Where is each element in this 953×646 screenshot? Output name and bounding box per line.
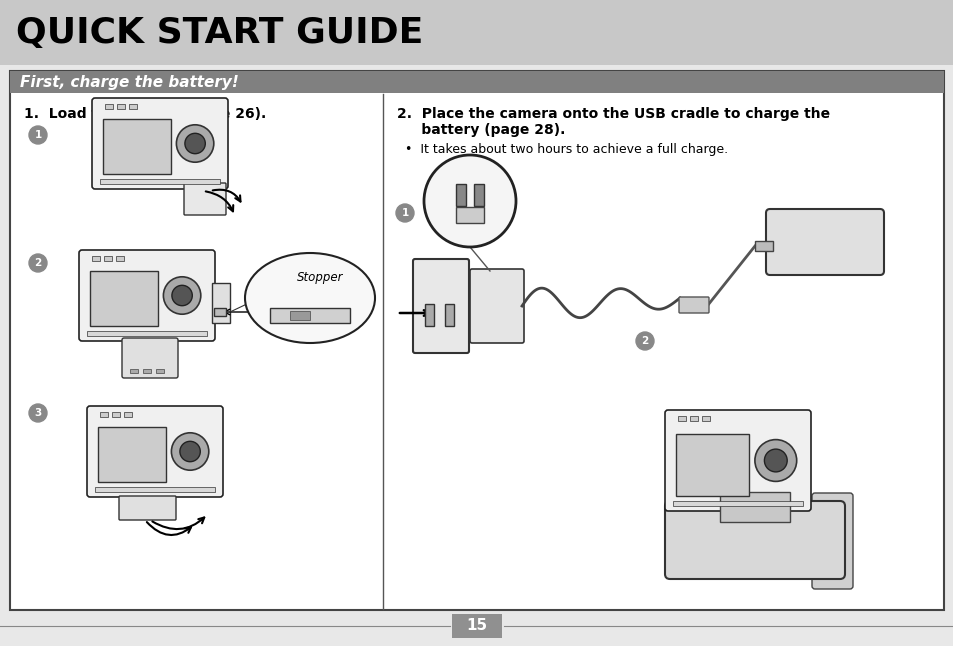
Circle shape	[395, 204, 414, 222]
FancyBboxPatch shape	[765, 209, 883, 275]
Text: 2: 2	[34, 258, 42, 268]
FancyBboxPatch shape	[811, 493, 852, 589]
Bar	[117, 104, 125, 109]
Circle shape	[29, 254, 47, 272]
Bar	[104, 256, 112, 261]
FancyBboxPatch shape	[122, 338, 178, 378]
Bar	[270, 308, 350, 323]
FancyBboxPatch shape	[79, 250, 214, 341]
Bar	[100, 412, 108, 417]
Bar	[212, 283, 230, 323]
Text: 2: 2	[640, 336, 648, 346]
FancyBboxPatch shape	[91, 98, 228, 189]
Bar	[720, 492, 789, 522]
Bar	[143, 369, 151, 373]
FancyBboxPatch shape	[119, 496, 175, 520]
FancyBboxPatch shape	[413, 259, 469, 353]
Text: 1: 1	[34, 130, 42, 140]
Bar	[689, 416, 698, 421]
Bar	[129, 104, 137, 109]
Bar	[124, 412, 132, 417]
Circle shape	[176, 125, 213, 162]
Bar	[444, 304, 454, 326]
FancyBboxPatch shape	[184, 183, 226, 215]
FancyBboxPatch shape	[664, 501, 844, 579]
Text: 3: 3	[34, 408, 42, 418]
Text: First, charge the battery!: First, charge the battery!	[20, 74, 238, 90]
Bar	[0, 0, 953, 65]
Ellipse shape	[245, 253, 375, 343]
Bar	[424, 304, 434, 326]
Circle shape	[763, 449, 786, 472]
FancyBboxPatch shape	[679, 297, 708, 313]
Circle shape	[163, 276, 200, 314]
Text: 1: 1	[401, 208, 408, 218]
Bar	[754, 241, 772, 251]
Bar	[676, 434, 748, 496]
FancyBboxPatch shape	[87, 406, 223, 497]
Bar	[672, 501, 802, 506]
Bar	[112, 412, 120, 417]
Circle shape	[180, 441, 200, 462]
Circle shape	[754, 439, 796, 481]
Bar	[116, 256, 124, 261]
Circle shape	[185, 133, 205, 154]
FancyBboxPatch shape	[664, 410, 810, 511]
Text: battery (page 28).: battery (page 28).	[396, 123, 565, 137]
Text: QUICK START GUIDE: QUICK START GUIDE	[16, 16, 423, 50]
Circle shape	[29, 126, 47, 144]
Bar	[452, 614, 501, 638]
Circle shape	[172, 433, 209, 470]
Bar	[213, 308, 226, 316]
Bar	[10, 71, 943, 610]
Bar	[95, 487, 214, 492]
Bar	[456, 207, 483, 223]
Bar	[474, 184, 483, 206]
FancyBboxPatch shape	[470, 269, 523, 343]
Bar	[105, 104, 112, 109]
Bar	[100, 179, 220, 184]
Bar	[103, 119, 171, 174]
Circle shape	[29, 404, 47, 422]
Bar	[130, 369, 138, 373]
Circle shape	[172, 286, 193, 306]
Bar	[290, 311, 310, 320]
Bar	[90, 271, 157, 326]
Circle shape	[423, 155, 516, 247]
Bar	[701, 416, 709, 421]
Text: 15: 15	[466, 618, 487, 634]
Text: 1.  Load the battery (page 26).: 1. Load the battery (page 26).	[24, 107, 266, 121]
Circle shape	[636, 332, 654, 350]
Text: 2.  Place the camera onto the USB cradle to charge the: 2. Place the camera onto the USB cradle …	[396, 107, 829, 121]
Bar	[91, 256, 100, 261]
Bar	[456, 184, 465, 206]
Bar	[87, 331, 207, 336]
Text: Stopper: Stopper	[296, 271, 343, 284]
Bar	[10, 71, 943, 93]
Text: •  It takes about two hours to achieve a full charge.: • It takes about two hours to achieve a …	[405, 143, 727, 156]
Bar	[98, 427, 166, 482]
Bar	[156, 369, 164, 373]
Bar	[678, 416, 685, 421]
